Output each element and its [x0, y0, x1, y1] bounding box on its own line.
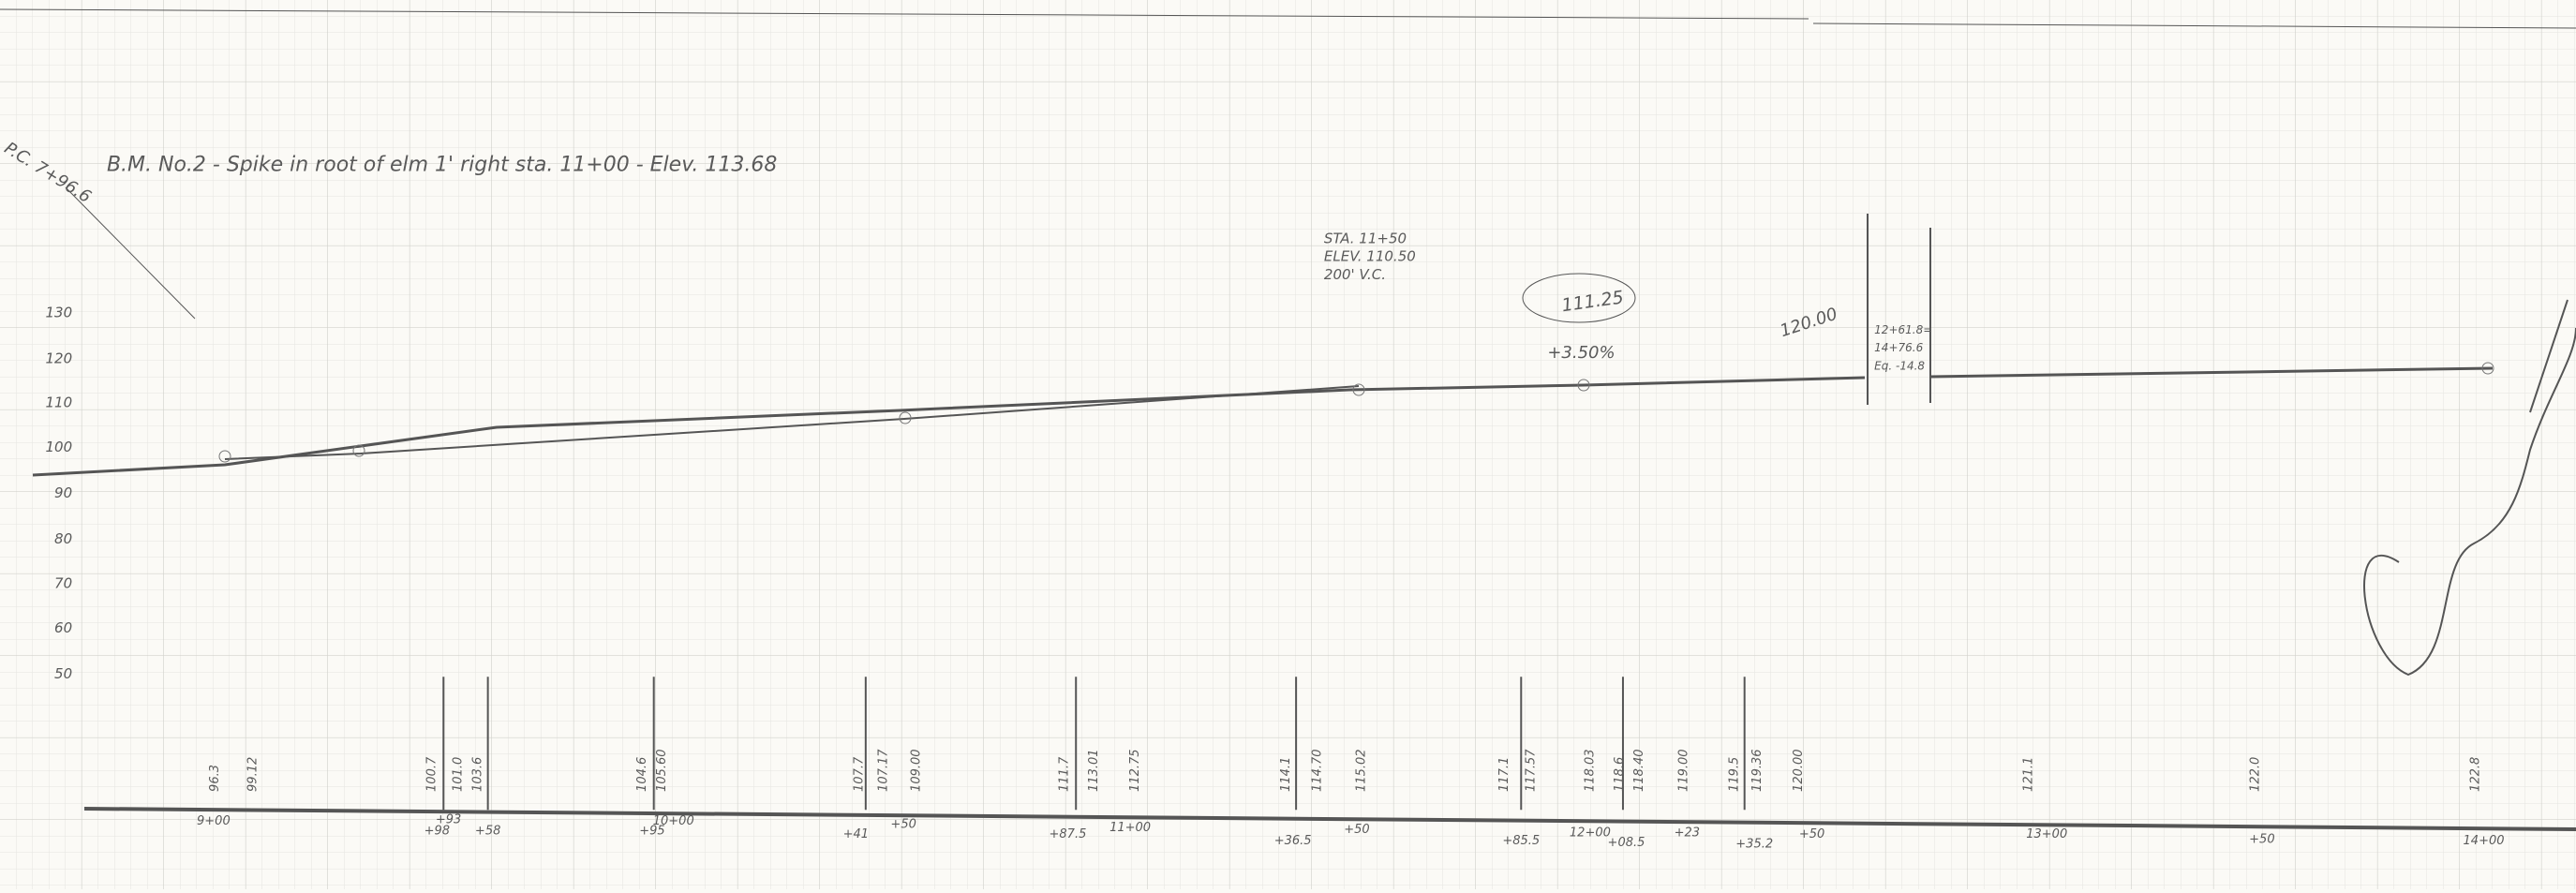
border — [0, 8, 2576, 29]
station-label: +23 — [1675, 826, 1700, 840]
station-label: +35.2 — [1735, 838, 1773, 852]
elevation-label: 90 — [54, 484, 72, 501]
reading-label: 117.57 — [1524, 749, 1538, 792]
elevation-label: 80 — [54, 530, 72, 547]
reading-label: 115.02 — [1355, 749, 1369, 792]
station-label: +93 — [436, 812, 461, 826]
ground-line — [224, 385, 1360, 460]
grade-line-2 — [1929, 366, 2494, 379]
point — [2481, 362, 2494, 375]
elevation-label: 130 — [45, 304, 72, 320]
point — [1577, 379, 1590, 392]
elevation-label: 100 — [45, 439, 72, 455]
station-label: 9+00 — [197, 814, 231, 828]
elevation-label: 120 — [45, 350, 72, 366]
reading-label: 119.00 — [1676, 749, 1690, 792]
point — [218, 450, 231, 463]
station-label: 11+00 — [1109, 821, 1151, 835]
reading-label: 119.5 — [1728, 757, 1742, 792]
station-label: 13+00 — [2026, 827, 2067, 841]
curve-label: ELEV. 110.50 — [1324, 248, 1416, 265]
pvi-circle — [1522, 273, 1636, 323]
reading-label: 101.0 — [452, 757, 466, 792]
station-label: +87.5 — [1050, 827, 1087, 841]
benchmark-note: B.M. No.2 - Spike in root of elm 1' righ… — [107, 153, 777, 176]
elevation-label: 110 — [45, 394, 72, 411]
point — [352, 444, 365, 457]
station-label: +36.5 — [1274, 834, 1312, 848]
signature — [2363, 299, 2576, 677]
reading-label: 122.8 — [2468, 757, 2482, 792]
elevation-label: 50 — [54, 665, 72, 682]
pc-line — [65, 186, 196, 320]
reading-label: 112.75 — [1128, 749, 1142, 792]
annotations: B.M. No.2 - Spike in root of elm 1' righ… — [1, 139, 2505, 852]
station-ticks — [442, 677, 1746, 811]
equation-label: Eq. -14.8 — [1874, 359, 1925, 372]
reading-label: 121.1 — [2021, 757, 2035, 792]
station-label: +41 — [843, 827, 869, 841]
station-label: +50 — [1799, 827, 1824, 841]
reading-label: 119.36 — [1750, 749, 1764, 792]
reading-label: 104.6 — [635, 757, 649, 792]
point — [899, 411, 912, 424]
reading-label: 99.12 — [246, 757, 260, 792]
reading-label: 109.00 — [910, 749, 924, 791]
reading-label: 120.00 — [1792, 749, 1806, 792]
station-label: 12+00 — [1570, 826, 1611, 840]
station-label: 10+00 — [653, 814, 694, 828]
curve-label: 200' V.C. — [1324, 266, 1386, 283]
equation-label: 12+61.8= — [1874, 323, 1932, 336]
station-label: 14+00 — [2464, 834, 2505, 848]
equation-label: 14+76.6 — [1874, 341, 1923, 354]
elevation-label: 60 — [54, 619, 72, 636]
grade-line — [32, 376, 1866, 477]
reading-label: 118.40 — [1632, 749, 1646, 792]
station-label: +95 — [639, 825, 664, 839]
point — [1352, 383, 1365, 396]
station-label: +85.5 — [1502, 834, 1540, 848]
base-line — [83, 807, 2576, 831]
curve-label: STA. 11+50 — [1324, 230, 1407, 246]
reading-label: 105.60 — [655, 749, 669, 792]
station-label: +98 — [424, 825, 450, 839]
reading-label: 111.7 — [1057, 756, 1071, 792]
reading-label: 118.6 — [1613, 757, 1627, 792]
station-label: +58 — [475, 825, 500, 839]
station-label: +50 — [2249, 832, 2274, 846]
reading-label: 114.70 — [1310, 749, 1324, 792]
reading-label: 107.7 — [852, 756, 866, 792]
reading-label: 113.01 — [1087, 749, 1101, 792]
station-label: +08.5 — [1608, 836, 1645, 850]
grade-label: +3.50% — [1547, 343, 1615, 363]
reading-label: 96.3 — [208, 765, 222, 792]
reading-label: 122.0 — [2248, 757, 2262, 792]
reading-label: 100.7 — [425, 756, 439, 792]
elevation-label: 70 — [54, 575, 72, 592]
reading-label: 118.03 — [1583, 749, 1597, 792]
reading-label: 117.1 — [1497, 757, 1511, 792]
reading-label: 103.6 — [471, 757, 485, 792]
reading-label: 114.1 — [1279, 757, 1293, 792]
reading-label: 107.17 — [877, 749, 891, 792]
station-label: +50 — [1344, 823, 1369, 837]
station-label: +50 — [890, 818, 916, 832]
